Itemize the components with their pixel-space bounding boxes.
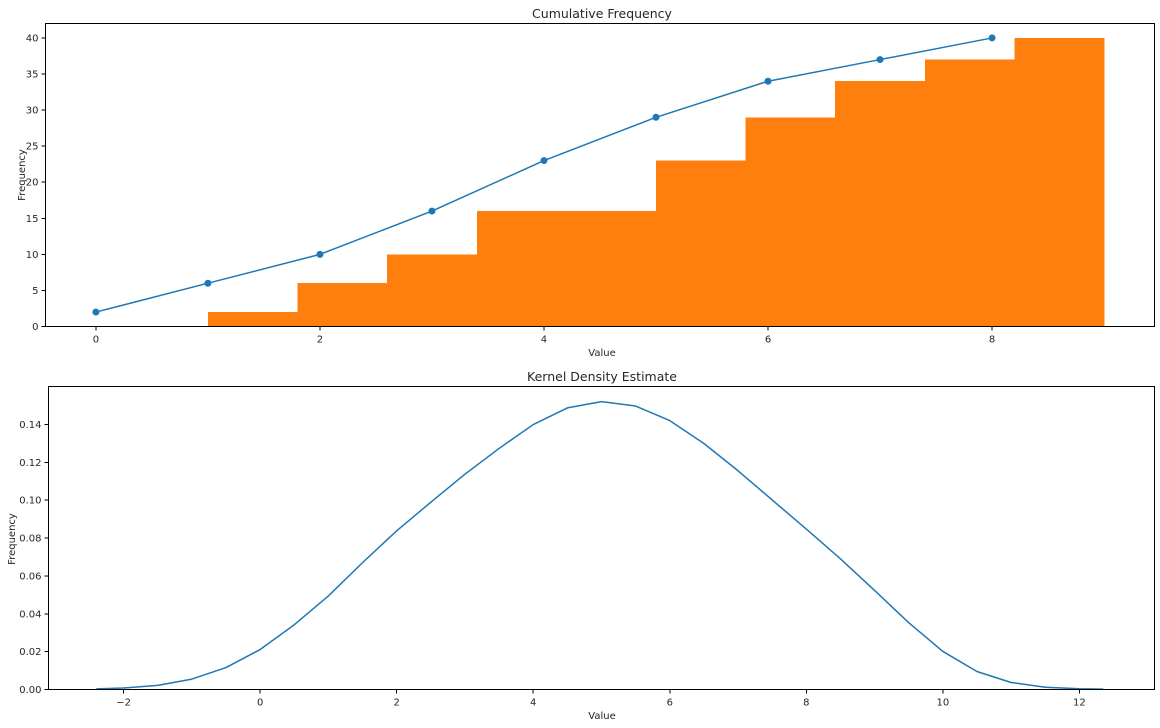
x-tick-label: 8 xyxy=(989,335,995,346)
bar xyxy=(476,211,567,327)
x-axis-label: Value xyxy=(588,711,615,722)
y-tick-label: 0 xyxy=(32,322,38,333)
series-line xyxy=(96,400,1104,690)
x-tick-label: 8 xyxy=(803,698,809,709)
y-tick-label: 20 xyxy=(26,178,39,189)
data-point xyxy=(92,308,100,316)
bar xyxy=(835,81,926,327)
x-axis-label: Value xyxy=(588,348,615,359)
data-point xyxy=(204,279,212,287)
axes-frame xyxy=(48,386,1155,690)
y-axis: 0.00 0.02 0.04 0.06 0.08 0.10 0.12 0.14 xyxy=(19,420,49,696)
x-tick-label: 4 xyxy=(530,698,536,709)
y-tick-label: 30 xyxy=(26,106,39,117)
y-tick-label: 0.04 xyxy=(19,609,41,620)
bar xyxy=(297,283,388,327)
x-tick-label: −2 xyxy=(116,698,131,709)
y-axis-label: Frequency xyxy=(7,513,18,565)
x-axis: 0 2 4 6 8 xyxy=(93,326,995,346)
y-tick-label: 35 xyxy=(26,70,39,81)
bar xyxy=(924,59,1015,327)
y-tick-label: 10 xyxy=(26,250,39,261)
y-axis-label: Frequency xyxy=(17,149,28,201)
x-tick-label: 0 xyxy=(93,335,99,346)
y-tick-label: 0.00 xyxy=(19,685,41,696)
x-tick-label: 0 xyxy=(257,698,263,709)
data-point xyxy=(428,207,436,215)
x-tick-label: 10 xyxy=(936,698,949,709)
y-tick-label: 0.12 xyxy=(19,458,41,469)
x-tick-label: 2 xyxy=(317,335,323,346)
bar xyxy=(745,117,836,327)
bar xyxy=(207,312,298,327)
plot-area xyxy=(92,34,1105,327)
y-tick-label: 40 xyxy=(26,33,39,44)
kernel-density-panel: Kernel Density Estimate −2 0 2 4 6 8 10 12 0.00… xyxy=(7,369,1155,722)
bar xyxy=(387,254,478,327)
y-tick-label: 0.02 xyxy=(19,647,41,658)
y-tick-label: 0.10 xyxy=(19,496,41,507)
x-tick-label: 12 xyxy=(1073,698,1086,709)
y-tick-label: 5 xyxy=(32,286,38,297)
data-point xyxy=(316,250,324,258)
y-axis: 0 5 10 15 20 25 30 35 40 xyxy=(26,33,46,333)
data-point xyxy=(540,157,548,165)
data-point xyxy=(988,34,996,42)
y-tick-label: 0.06 xyxy=(19,571,41,582)
bar xyxy=(566,211,657,327)
x-tick-label: 6 xyxy=(667,698,673,709)
data-point xyxy=(764,77,772,85)
x-tick-label: 2 xyxy=(393,698,399,709)
bar xyxy=(656,160,747,327)
data-point xyxy=(876,56,884,64)
x-tick-label: 6 xyxy=(765,335,771,346)
cumulative-frequency-panel: Cumulative Frequency 0 2 4 6 8 0 5 10 15 20 25 30 3… xyxy=(17,6,1155,359)
y-tick-label: 0.14 xyxy=(19,420,41,431)
x-axis: −2 0 2 4 6 8 10 12 xyxy=(116,689,1086,709)
y-tick-label: 0.08 xyxy=(19,534,41,545)
chart-title: Kernel Density Estimate xyxy=(527,369,677,384)
y-tick-label: 15 xyxy=(26,214,39,225)
y-tick-label: 25 xyxy=(26,142,39,153)
data-point xyxy=(652,113,660,121)
x-tick-label: 4 xyxy=(541,335,547,346)
axes-frame xyxy=(45,23,1155,327)
chart-title: Cumulative Frequency xyxy=(532,6,672,21)
plot-area xyxy=(96,400,1104,690)
bar xyxy=(1014,37,1105,327)
